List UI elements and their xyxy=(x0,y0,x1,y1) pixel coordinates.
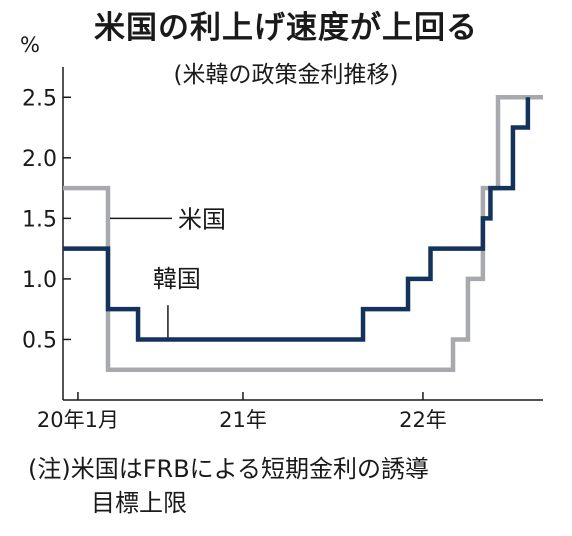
footnote-line-1: (注)米国はFRBによる短期金利の誘導 xyxy=(28,455,429,483)
y-tick-label: 1.5 xyxy=(22,207,57,232)
chart-footnote: (注)米国はFRBによる短期金利の誘導 目標上限 xyxy=(28,452,568,520)
us-callout-label: 米国 xyxy=(178,205,226,233)
series-line-korea xyxy=(63,97,531,342)
x-tick-label: 21年 xyxy=(219,408,267,432)
series-line-us xyxy=(63,95,543,372)
chart-series xyxy=(63,95,543,372)
chart-axes xyxy=(62,67,543,401)
y-tick-label: 2.5 xyxy=(22,86,57,111)
x-tick-label: 22年 xyxy=(399,408,447,432)
korea-callout-label: 韓国 xyxy=(153,265,201,293)
chart-title: 米国の利上げ速度が上回る xyxy=(94,10,478,46)
x-axis-ticks: 20年1月 21年 22年 xyxy=(37,392,447,432)
y-tick-label: 0.5 xyxy=(22,328,57,353)
y-axis-ticks: 0.5 1.0 1.5 2.0 2.5 xyxy=(22,86,71,353)
y-tick-label: 1.0 xyxy=(22,268,57,293)
chart-subtitle: (米韓の政策金利推移) xyxy=(173,62,399,88)
x-tick-label: 20年1月 xyxy=(37,408,119,432)
footnote-line-2: 目標上限 xyxy=(91,489,187,517)
y-axis-unit-label: % xyxy=(20,33,40,57)
y-tick-label: 2.0 xyxy=(22,147,57,172)
